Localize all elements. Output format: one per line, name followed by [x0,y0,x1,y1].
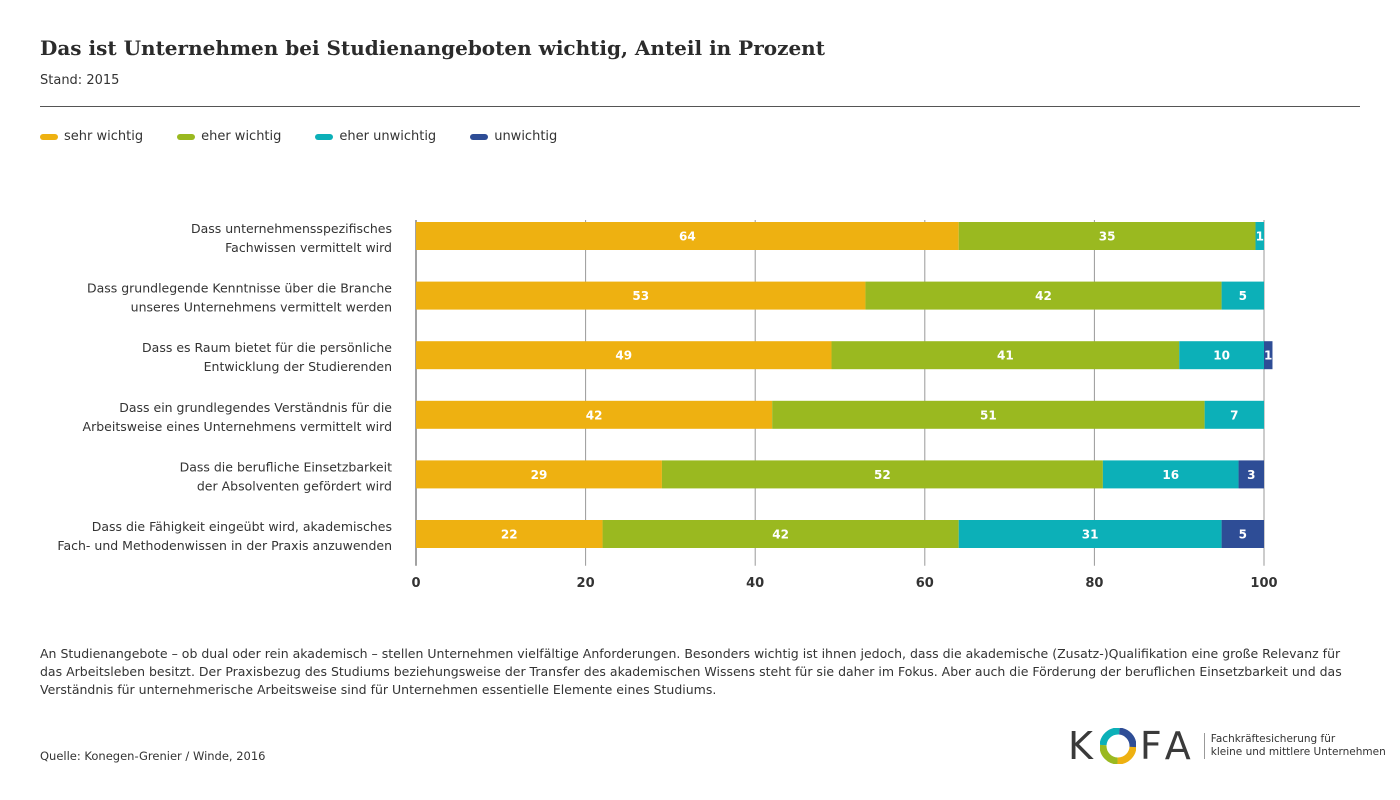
data-label: 51 [980,408,997,422]
data-label: 35 [1099,230,1116,244]
description-text: An Studienangebote – ob dual oder rein a… [40,646,1342,697]
category-label: unseres Unternehmens vermittelt werden [131,300,392,315]
category-label: der Absolventen gefördert wird [197,478,392,493]
data-label: 53 [632,289,649,303]
logo-letter: F [1139,724,1165,768]
data-label: 49 [615,349,632,363]
category-label: Fachwissen vermittelt wird [225,240,392,255]
legend-item-eher-unwichtig: eher unwichtig [315,129,436,144]
logo-letter: K [1068,724,1096,768]
legend-label: eher wichtig [201,129,282,144]
data-label: 5 [1239,289,1247,303]
legend-label: sehr wichtig [64,129,144,144]
stacked-bar-chart: 0 20 40 60 80 100 Dass unternehmensspezifische… [57,220,1278,591]
legend-swatch [470,133,489,140]
data-label: 10 [1213,349,1230,363]
data-label: 7 [1230,408,1238,422]
bar-segment [1238,460,1264,489]
data-label: 16 [1162,468,1179,482]
kofa-logo: K F A Fachkräftesicherung für kleine und… [1068,724,1386,768]
data-label: 42 [772,528,789,542]
x-tick-label: 60 [916,576,934,591]
legend-swatch [177,133,196,140]
bar-segment [1221,281,1264,310]
legend-item-sehr-wichtig: sehr wichtig [40,129,143,144]
category-label: Dass die berufliche Einsetzbarkeit [180,459,392,474]
data-label: 3 [1247,468,1255,482]
data-label: 42 [586,408,603,422]
bar-segment [1221,520,1264,548]
category-label: Dass es Raum bietet für die persönliche [142,340,392,355]
bar-segment [416,460,662,489]
bar-segment [1204,400,1264,429]
category-label: Fach- und Methodenwissen in der Praxis a… [57,538,392,553]
x-tick-label: 100 [1250,576,1277,591]
x-tick-label: 80 [1085,576,1103,591]
bar-segment [1102,460,1239,489]
x-tick-label: 0 [411,576,420,591]
bar-segment [416,222,959,250]
legend-item-unwichtig: unwichtig [470,129,557,144]
data-label: 52 [874,468,891,482]
logo-letter: A [1164,724,1194,768]
category-label: Entwicklung der Studierenden [204,359,392,374]
bar-segment [958,520,1222,548]
bar-segment [661,460,1103,489]
data-label: 64 [679,230,696,244]
legend-label: eher unwichtig [339,129,437,144]
logo-wordmark: K F A [1068,724,1194,768]
bar-segment [416,341,832,370]
data-label: 5 [1239,528,1247,542]
bar-segment [416,400,773,429]
data-label: 1 [1264,349,1272,363]
logo-tagline-line: Fachkräftesicherung für [1210,733,1336,745]
x-tick-label: 40 [746,576,764,591]
legend-swatch [315,133,334,140]
x-tick-label: 20 [577,576,595,591]
bar-segment [1179,341,1264,370]
legend-label: unwichtig [494,129,558,144]
source-note: Quelle: Konegen-Grenier / Winde, 2016 [40,749,266,763]
data-label: 31 [1082,528,1099,542]
category-label: Dass grundlegende Kenntnisse über die Br… [87,281,392,296]
bar-segment [1255,222,1264,250]
bar-segment [602,520,959,548]
bar-segment [958,222,1256,250]
logo-tagline-line: kleine und mittlere Unternehmen [1210,746,1386,758]
header-divider [40,106,1360,107]
bar-segment [831,341,1180,370]
logo-circle-icon [1099,728,1136,764]
category-label: Dass unternehmensspezifisches [191,221,392,236]
legend: sehr wichtig eher wichtig eher unwichtig… [40,129,591,144]
data-label: 29 [531,468,548,482]
category-label: Dass ein grundlegendes Verständnis für d… [119,400,392,415]
bar-segment [416,281,866,310]
logo-tagline: Fachkräftesicherung für kleine und mittl… [1203,733,1386,759]
bar-segment [865,281,1222,310]
bar-segment [416,520,603,548]
category-label: Dass die Fähigkeit eingeübt wird, akadem… [92,519,392,534]
data-label: 42 [1035,289,1052,303]
bar-segment [772,400,1205,429]
legend-item-eher-wichtig: eher wichtig [177,129,281,144]
legend-swatch [40,133,58,140]
data-label: 22 [501,528,518,542]
chart-subtitle: Stand: 2015 [40,73,120,88]
bar-segment [1264,341,1273,370]
data-label: 41 [997,349,1014,363]
data-label: 1 [1256,230,1264,244]
chart-title: Das ist Unternehmen bei Studienangeboten… [40,36,825,60]
category-label: Arbeitsweise eines Unternehmens vermitte… [83,419,392,434]
